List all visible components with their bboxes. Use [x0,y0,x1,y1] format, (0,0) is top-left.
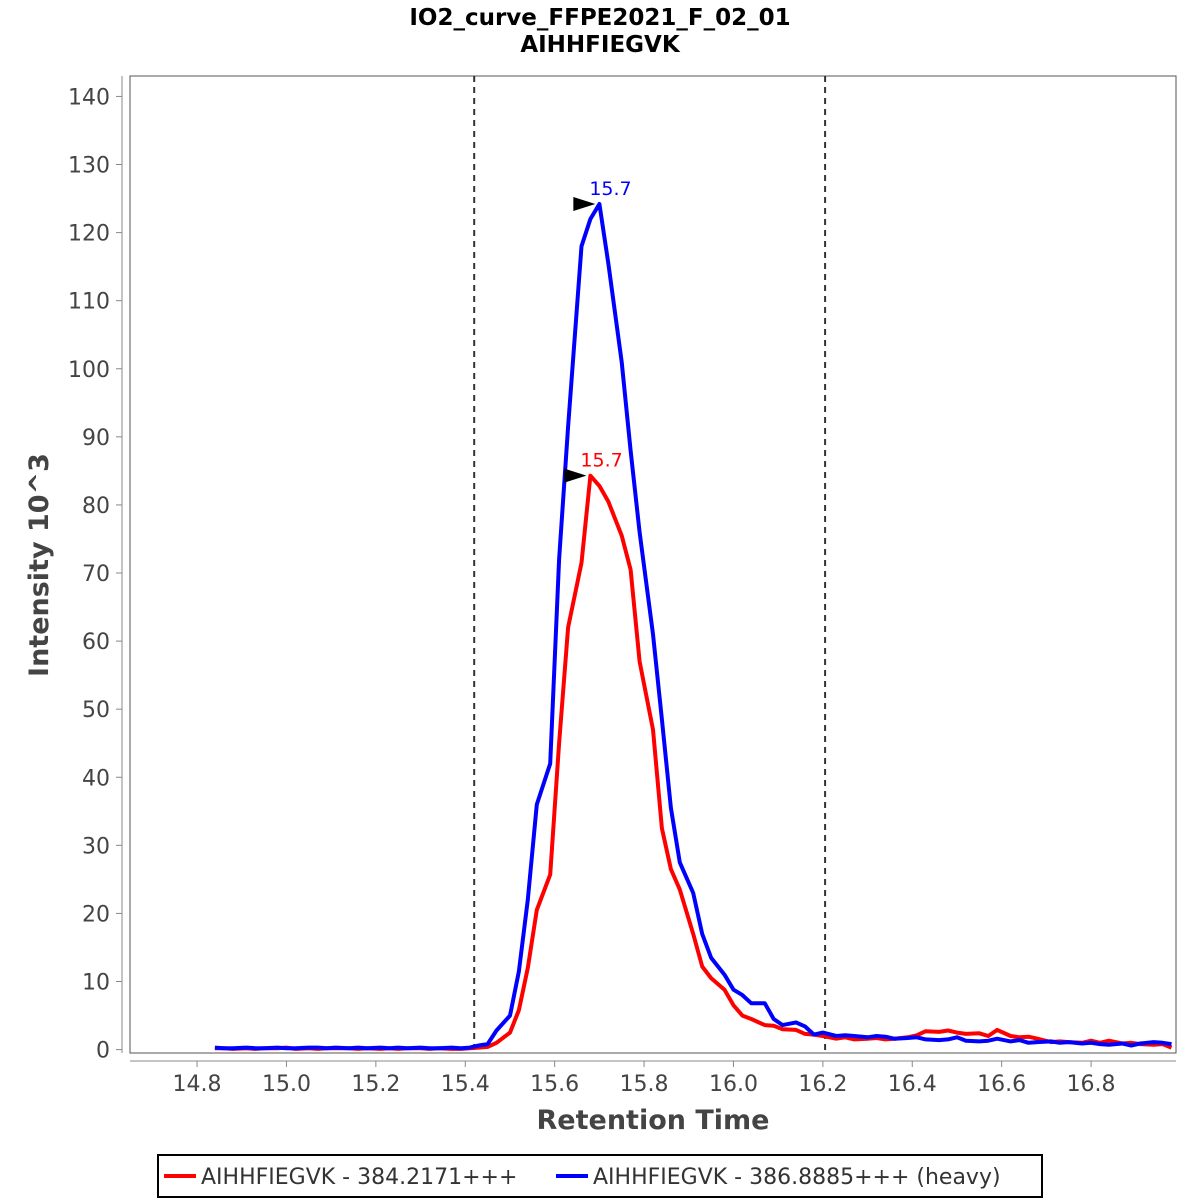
x-tick-label: 15.4 [441,1072,490,1097]
x-tick-label: 16.0 [709,1072,758,1097]
y-tick-label: 90 [82,426,110,451]
y-tick-label: 100 [68,358,110,383]
integration-boundaries [473,76,827,1053]
y-tick-label: 50 [82,698,110,723]
y-tick-label: 30 [82,834,110,859]
y-tick-label: 0 [96,1039,110,1064]
y-tick-label: 70 [82,562,110,587]
peak-label: 15.7 [580,450,622,472]
x-tick-label: 16.4 [888,1072,937,1097]
series-lines [214,202,1173,1051]
y-axis: 0 10 20 30 40 50 60 70 80 90 100 110 120 130 140 [68,76,123,1064]
x-tick-label: 15.0 [262,1072,311,1097]
y-tick-label: 120 [68,222,110,247]
legend-label-heavy: AIHHFIEGVK - 386.8885+++ (heavy) [593,1165,1001,1190]
plot-area [129,75,1177,1054]
x-axis: 14.8 15.0 15.2 15.4 15.6 15.8 16.0 16.2 16.4 16.6… [130,1060,1176,1097]
x-tick-label: 15.8 [620,1072,669,1097]
chart-title: IO2_curve_FFPE2021_F_02_01 [409,5,790,31]
peak-label: 15.7 [589,178,631,200]
y-tick-label: 60 [82,630,110,655]
chart-subtitle: AIHHFIEGVK [520,32,681,58]
y-tick-label: 40 [82,766,110,791]
y-tick-label: 20 [82,902,110,927]
legend: AIHHFIEGVK - 384.2171+++ AIHHFIEGVK - 38… [157,1154,1043,1198]
series-line-heavy [214,202,1172,1051]
x-tick-label: 16.8 [1067,1072,1116,1097]
legend-label-light: AIHHFIEGVK - 384.2171+++ [201,1165,517,1190]
x-tick-label: 16.6 [977,1072,1026,1097]
x-tick-label: 15.2 [351,1072,400,1097]
y-tick-label: 130 [68,154,110,179]
y-axis-label: Intensity 10^3 [24,453,55,677]
peak-arrow-icon [573,196,596,211]
peak-arrow-icon [564,468,587,483]
x-tick-label: 14.8 [173,1072,222,1097]
x-tick-label: 15.6 [530,1072,579,1097]
x-axis-label: Retention Time [537,1105,770,1136]
x-tick-label: 16.2 [798,1072,847,1097]
legend-box [157,1154,1043,1198]
peak-markers: 15.7 15.7 [564,178,632,483]
y-tick-label: 80 [82,494,110,519]
y-tick-label: 110 [68,290,110,315]
y-tick-label: 10 [82,971,110,996]
y-tick-label: 140 [68,85,110,110]
